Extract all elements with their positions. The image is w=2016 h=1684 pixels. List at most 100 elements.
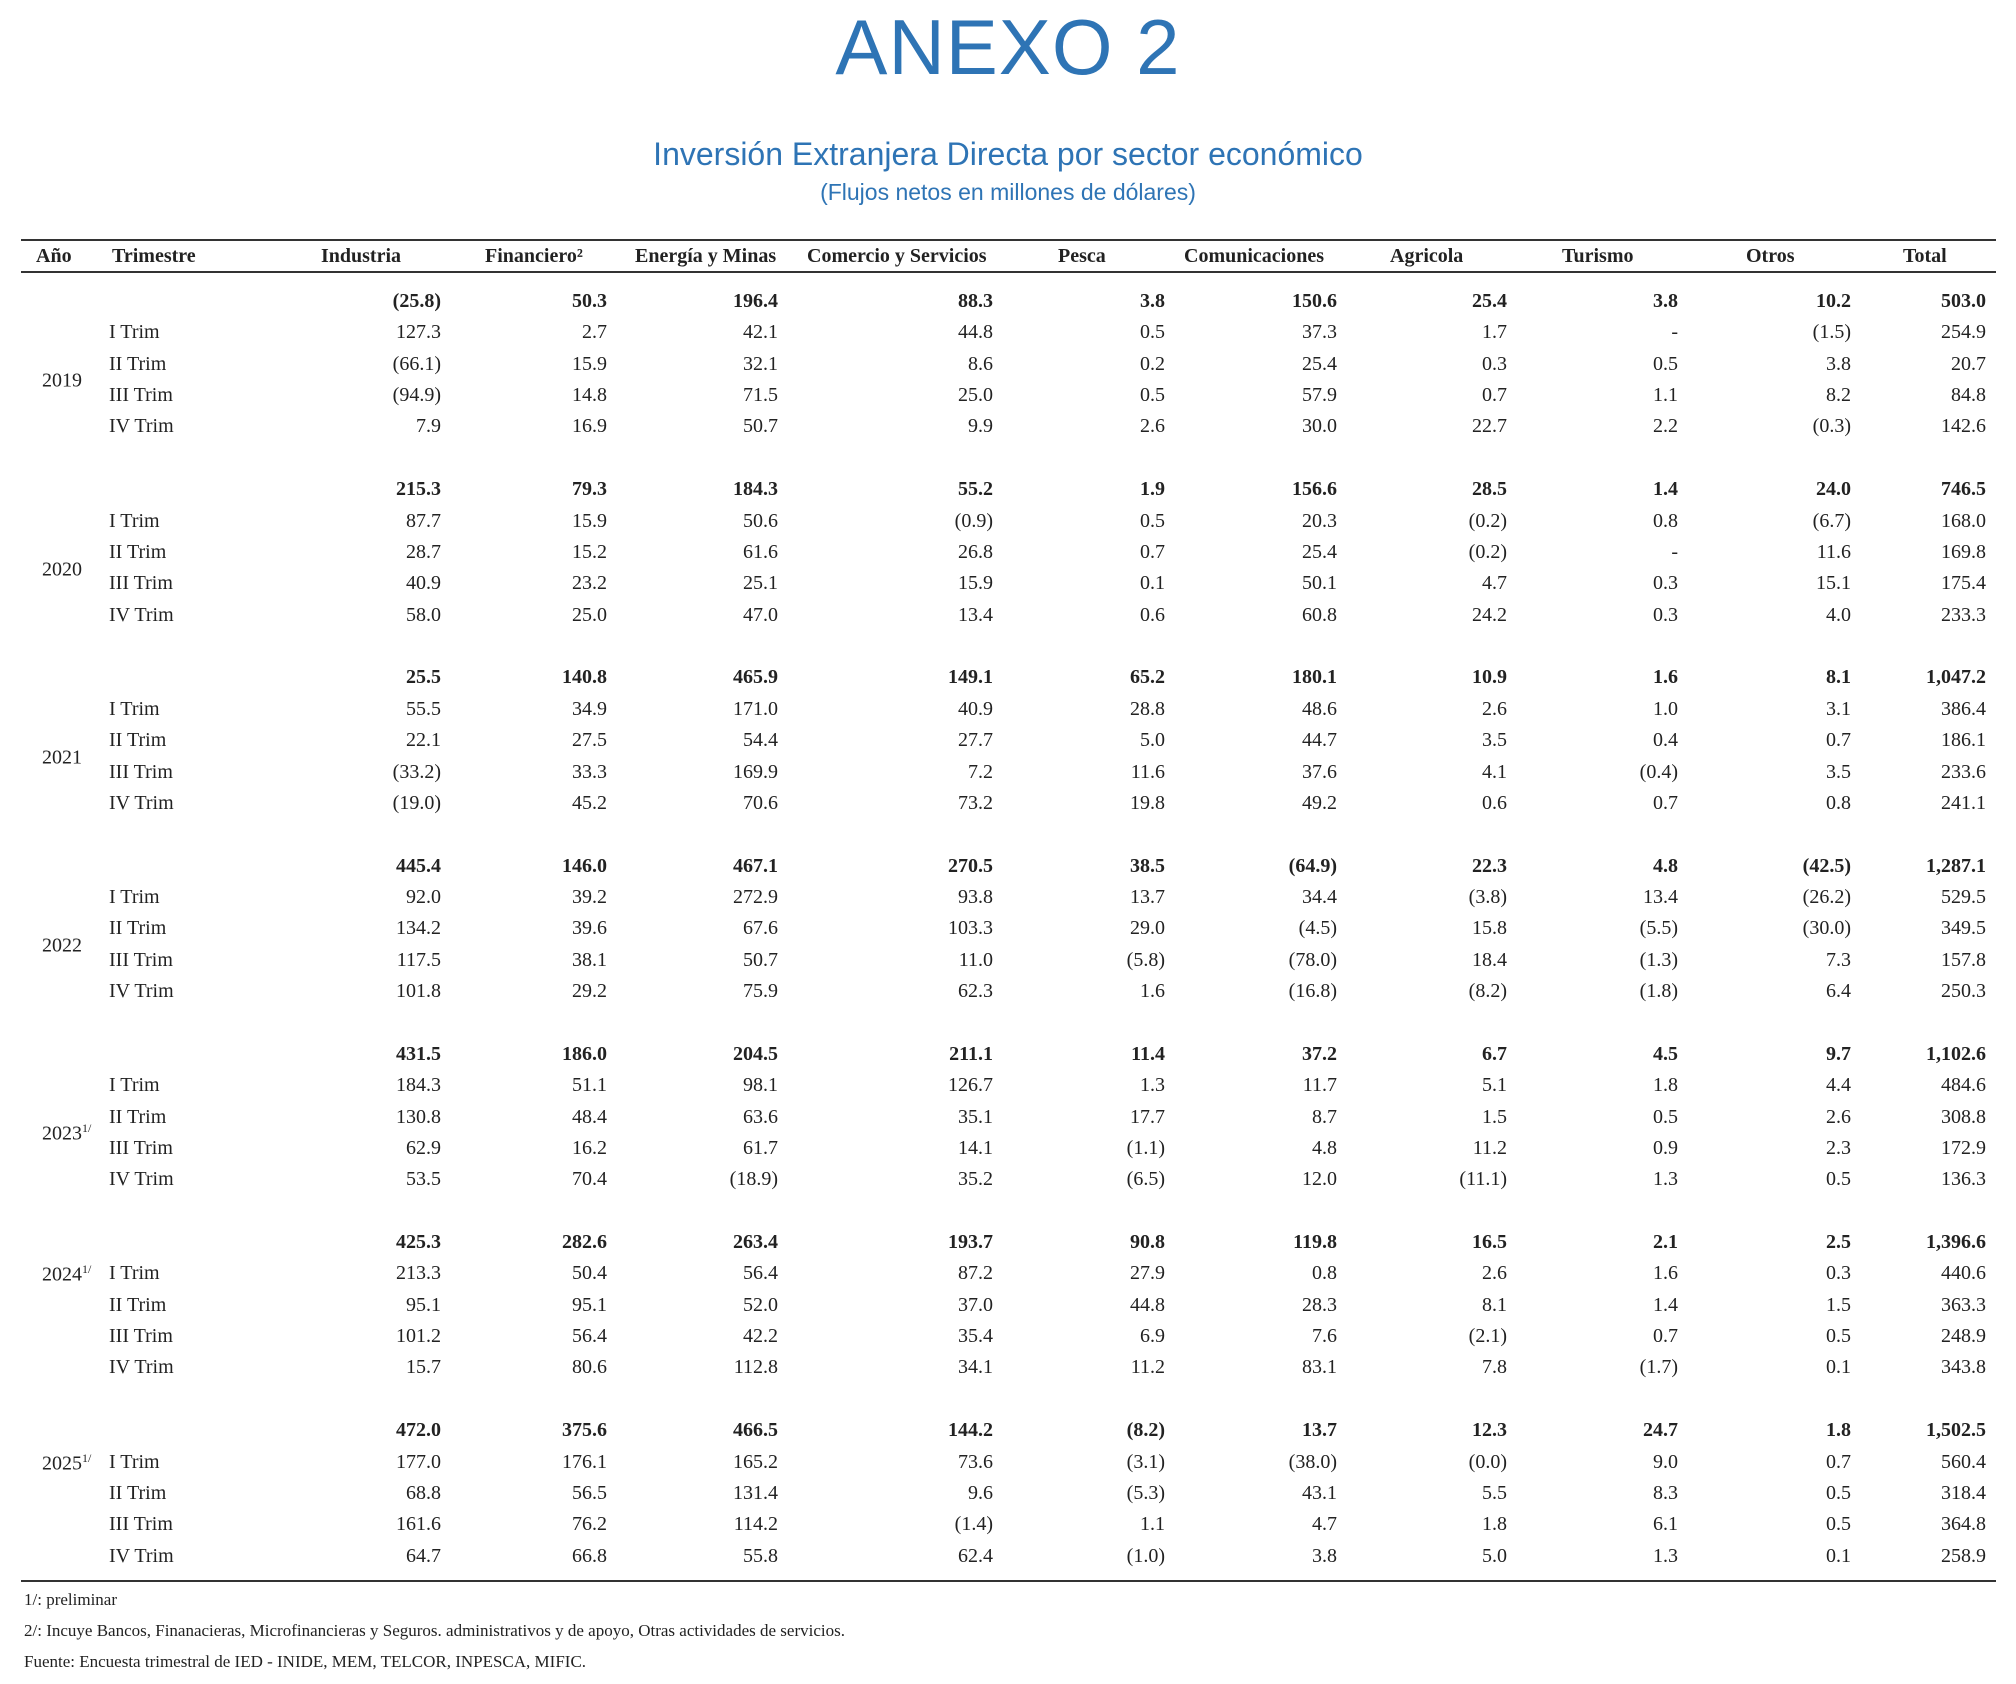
cell-turismo: 6.1 <box>1653 1513 1678 1536</box>
year-value: 2023 <box>42 1122 82 1145</box>
cell-comunicaciones: 7.6 <box>1312 1325 1337 1348</box>
cell-turismo: - <box>1671 540 1678 563</box>
cell-total: 172.9 <box>1941 1136 1986 1159</box>
cell-otros: 4.4 <box>1826 1074 1851 1097</box>
footnote-fuente: Fuente: Encuesta trimestral de IED - INI… <box>24 1652 587 1671</box>
cell-energia-minas: 55.8 <box>743 1544 778 1567</box>
cell-agricola: 1.8 <box>1482 1513 1507 1536</box>
cell-turismo: 1.3 <box>1653 1544 1678 1567</box>
cell-pesca: (5.3) <box>1126 1481 1165 1504</box>
cell-comercio-servicios: 34.1 <box>958 1356 993 1379</box>
cell-total: 168.0 <box>1941 509 1986 532</box>
header-industria: Industria <box>321 245 402 267</box>
cell-industria: 64.7 <box>406 1544 441 1567</box>
total-cell-comercio-servicios: 211.1 <box>949 1042 993 1065</box>
cell-pesca: 0.7 <box>1140 540 1165 563</box>
cell-turismo: 1.1 <box>1653 384 1678 407</box>
cell-energia-minas: 42.2 <box>743 1325 778 1348</box>
cell-pesca: 1.3 <box>1140 1074 1165 1097</box>
year-label: 2020 <box>42 557 82 582</box>
header-otros: Otros <box>1746 245 1795 267</box>
cell-financiero: 27.5 <box>572 729 607 752</box>
cell-energia-minas: 98.1 <box>743 1074 778 1097</box>
cell-comunicaciones: 43.1 <box>1302 1481 1337 1504</box>
header-energia-minas: Energía y Minas <box>635 245 777 267</box>
cell-financiero: 70.4 <box>572 1168 607 1191</box>
cell-industria: 87.7 <box>406 509 441 532</box>
cell-financiero: 14.8 <box>572 384 607 407</box>
cell-total: 258.9 <box>1941 1544 1986 1567</box>
cell-pesca: 11.2 <box>1130 1356 1165 1379</box>
cell-energia-minas: 25.1 <box>743 572 778 595</box>
cell-energia-minas: (18.9) <box>729 1168 778 1191</box>
cell-comercio-servicios: 126.7 <box>948 1074 993 1097</box>
cell-pesca: (5.8) <box>1126 948 1165 971</box>
total-cell-pesca: (8.2) <box>1126 1419 1165 1442</box>
cell-comunicaciones: 8.7 <box>1312 1105 1337 1128</box>
year-value: 2022 <box>42 934 82 957</box>
cell-agricola: (0.2) <box>1468 540 1507 563</box>
quarter-label: II Trim <box>109 540 167 563</box>
total-cell-otros: 9.7 <box>1826 1042 1851 1065</box>
total-cell-pesca: 1.9 <box>1140 478 1165 501</box>
cell-total: 560.4 <box>1941 1450 1986 1473</box>
total-cell-comunicaciones: 156.6 <box>1292 478 1337 501</box>
cell-comunicaciones: 37.3 <box>1302 321 1337 344</box>
cell-total: 349.5 <box>1941 917 1986 940</box>
cell-financiero: 34.9 <box>572 697 607 720</box>
quarter-label: III Trim <box>109 1513 173 1536</box>
cell-financiero: 51.1 <box>572 1074 607 1097</box>
cell-otros: 0.8 <box>1826 791 1851 814</box>
cell-comunicaciones: 3.8 <box>1312 1544 1337 1567</box>
year-label: 20251/ <box>42 1451 91 1476</box>
cell-comunicaciones: 49.2 <box>1302 791 1337 814</box>
total-cell-otros: 2.5 <box>1826 1231 1851 1253</box>
table-title: Inversión Extranjera Directa por sector … <box>653 136 1363 172</box>
quarter-label: III Trim <box>109 948 173 971</box>
cell-otros: 0.5 <box>1826 1513 1851 1536</box>
cell-comunicaciones: (38.0) <box>1288 1450 1337 1473</box>
cell-otros: 11.6 <box>1816 540 1851 563</box>
cell-agricola: (3.8) <box>1468 885 1507 908</box>
quarter-label: I Trim <box>109 321 160 344</box>
year-note: 1/ <box>82 1121 92 1136</box>
page-title: ANEXO 2 <box>835 3 1181 91</box>
cell-otros: 0.5 <box>1826 1325 1851 1348</box>
total-cell-comunicaciones: 150.6 <box>1292 290 1337 312</box>
cell-energia-minas: 32.1 <box>743 352 778 375</box>
cell-total: 248.9 <box>1941 1325 1986 1348</box>
total-cell-energia-minas: 263.4 <box>733 1231 778 1253</box>
cell-otros: (0.3) <box>1812 415 1851 438</box>
year-value: 2021 <box>42 746 82 769</box>
cell-industria: 40.9 <box>406 572 441 595</box>
cell-comunicaciones: (78.0) <box>1288 948 1337 971</box>
cell-agricola: 5.0 <box>1482 1544 1507 1567</box>
header-pesca: Pesca <box>1058 245 1106 267</box>
cell-energia-minas: 171.0 <box>733 697 778 720</box>
cell-industria: 58.0 <box>406 603 441 626</box>
cell-agricola: 18.4 <box>1472 948 1507 971</box>
total-cell-comercio-servicios: 270.5 <box>948 854 993 877</box>
cell-industria: 92.0 <box>406 885 441 908</box>
header-trimestre: Trimestre <box>112 245 196 267</box>
cell-pesca: 0.5 <box>1140 384 1165 407</box>
cell-turismo: 9.0 <box>1653 1450 1678 1473</box>
cell-total: 250.3 <box>1941 980 1986 1003</box>
cell-agricola: 4.1 <box>1482 760 1507 783</box>
cell-agricola: 5.1 <box>1482 1074 1507 1097</box>
cell-total: 233.3 <box>1941 603 1986 626</box>
cell-energia-minas: 63.6 <box>743 1105 778 1128</box>
total-cell-total: 1,396.6 <box>1926 1231 1986 1253</box>
cell-turismo: (0.4) <box>1639 760 1678 783</box>
cell-energia-minas: 52.0 <box>743 1293 778 1316</box>
quarter-label: II Trim <box>109 1293 167 1316</box>
total-cell-turismo: 3.8 <box>1653 290 1678 312</box>
cell-agricola: 4.7 <box>1482 572 1507 595</box>
cell-financiero: 39.6 <box>572 917 607 940</box>
cell-comunicaciones: 48.6 <box>1302 697 1337 720</box>
cell-industria: (94.9) <box>392 384 441 407</box>
cell-energia-minas: 70.6 <box>743 791 778 814</box>
cell-agricola: 1.7 <box>1482 321 1507 344</box>
total-cell-comercio-servicios: 55.2 <box>958 478 993 501</box>
cell-industria: 55.5 <box>406 697 441 720</box>
